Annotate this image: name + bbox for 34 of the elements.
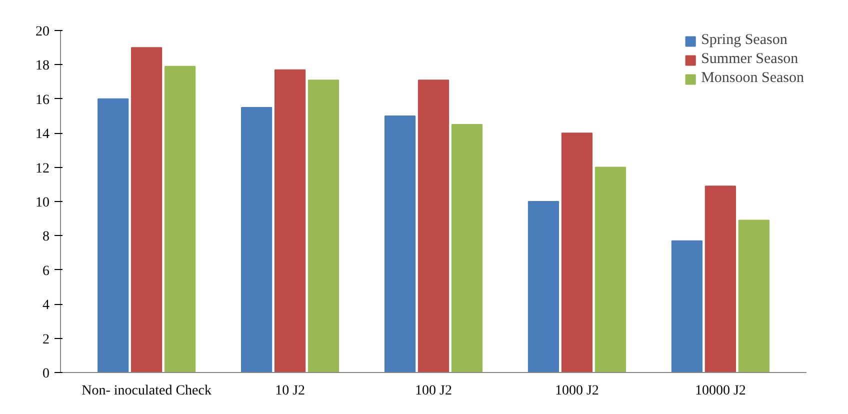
x-tick-label: 10000 J2 (694, 384, 746, 398)
bar (451, 124, 483, 372)
bar (738, 220, 770, 372)
bar (704, 186, 736, 372)
bar (594, 166, 626, 372)
bar (98, 98, 129, 372)
y-tick-label: 8 (42, 230, 50, 245)
bar (418, 80, 450, 372)
y-tick-label: 14 (36, 127, 50, 142)
x-tick-label: 10 J2 (275, 384, 306, 398)
y-tick-label: 16 (36, 92, 50, 108)
bar (308, 80, 340, 372)
bar (274, 69, 306, 372)
bar (528, 201, 560, 372)
bar (671, 240, 703, 372)
bar (561, 132, 593, 372)
y-tick-label: 2 (42, 332, 50, 348)
y-tick-label: 12 (36, 161, 50, 176)
y-tick-label: 20 (36, 24, 50, 40)
y-tick-label: 10 (36, 196, 50, 210)
bar (384, 116, 416, 372)
y-tick-label: 6 (42, 264, 50, 279)
x-tick-label: 1000 J2 (554, 384, 599, 398)
y-tick-label: 0 (42, 366, 50, 382)
x-tick-label: Non- inoculated Check (82, 384, 212, 398)
bar (164, 66, 196, 372)
legend-label: Monsoon Season (701, 70, 804, 87)
x-tick-label: 100 J2 (415, 384, 452, 398)
y-tick-label: 4 (42, 298, 50, 314)
legend-label: Spring Season (701, 32, 788, 49)
y-tick-label: 18 (36, 58, 50, 74)
bar (131, 47, 162, 372)
bar (241, 106, 272, 372)
legend-label: Summer Season (701, 51, 798, 68)
